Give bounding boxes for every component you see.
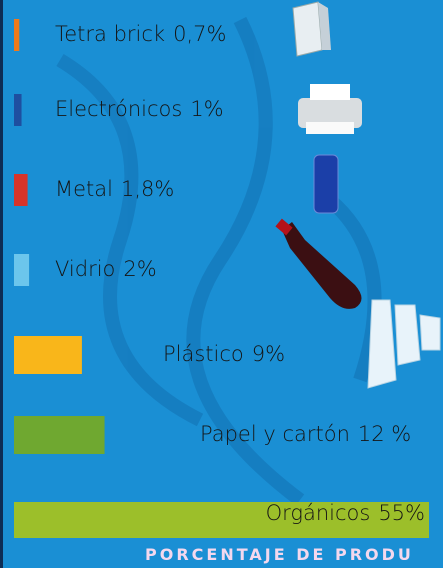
category-label: Orgánicos xyxy=(266,501,371,525)
category-label: Electrónicos xyxy=(55,97,182,121)
value-label: 2% xyxy=(123,257,156,281)
bar xyxy=(14,94,22,126)
tetra-icon xyxy=(293,2,331,56)
bar-label: Vidrio 2% xyxy=(55,257,157,281)
value-label: 1,8% xyxy=(121,177,174,201)
bar xyxy=(14,416,105,454)
bar-label: Orgánicos 55% xyxy=(266,501,425,525)
footer-title: PORCENTAJE DE PRODU xyxy=(145,545,414,564)
left-border xyxy=(0,0,3,568)
bar xyxy=(14,254,29,286)
can-icon xyxy=(314,155,338,213)
category-label: Plástico xyxy=(163,342,244,366)
category-label: Metal xyxy=(55,177,113,201)
bar xyxy=(14,174,28,206)
category-label: Tetra brick xyxy=(55,22,165,46)
value-label: 1% xyxy=(190,97,223,121)
bar xyxy=(14,19,19,51)
category-label: Vidrio xyxy=(55,257,115,281)
category-label: Papel y cartón xyxy=(200,422,350,446)
value-label: 12 % xyxy=(358,422,411,446)
bar-label: Tetra brick 0,7% xyxy=(55,22,226,46)
value-label: 55% xyxy=(378,501,425,525)
value-label: 9% xyxy=(252,342,285,366)
value-label: 0,7% xyxy=(173,22,226,46)
infographic: PORCENTAJE DE PRODU Tetra brick 0,7% Elect… xyxy=(0,0,443,568)
bar-label: Plástico 9% xyxy=(163,342,285,366)
bar-label: Electrónicos 1% xyxy=(55,97,224,121)
bar xyxy=(14,336,82,374)
bar-label: Papel y cartón 12 % xyxy=(200,422,411,446)
